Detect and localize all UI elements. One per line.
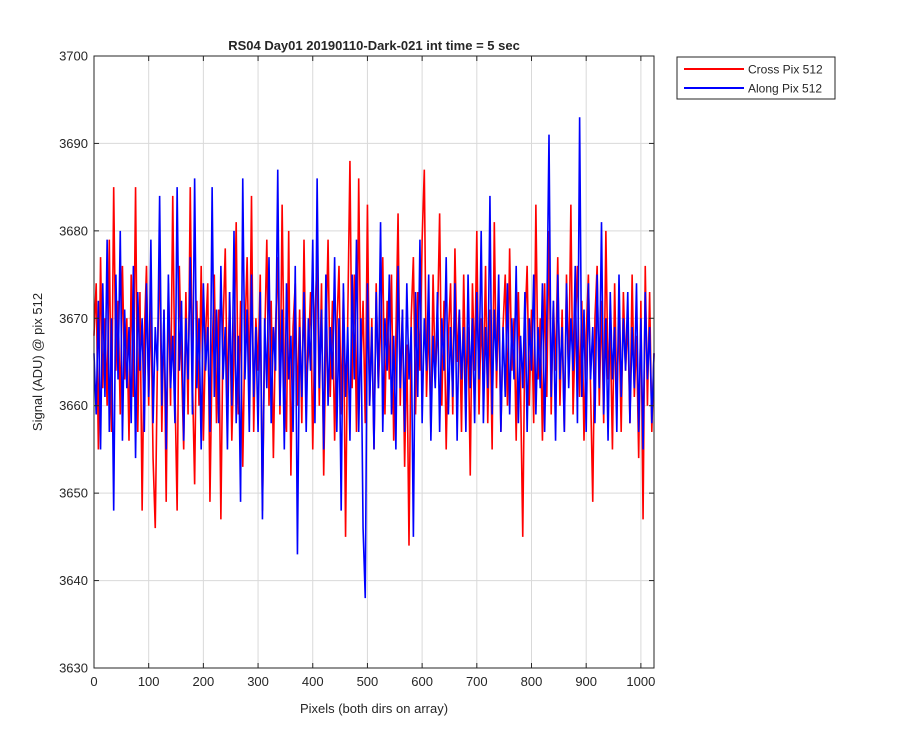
x-tick-label: 800 (521, 674, 543, 689)
y-tick-label: 3640 (59, 573, 88, 588)
x-tick-label: 600 (411, 674, 433, 689)
axis-ticks (93, 55, 654, 669)
x-tick-label: 100 (138, 674, 160, 689)
y-tick-label: 3700 (59, 49, 88, 64)
y-tick-label: 3660 (59, 398, 88, 413)
y-axis-label: Signal (ADU) @ pix 512 (30, 293, 45, 431)
x-tick-label: 300 (247, 674, 269, 689)
x-tick-label: 0 (90, 674, 97, 689)
chart-title: RS04 Day01 20190110-Dark-021 int time = … (228, 38, 520, 53)
x-tick-label: 700 (466, 674, 488, 689)
tick-labels: 0 100 200 300 400 500 600 700 800 900 1000 3630 3640… (59, 49, 655, 690)
y-tick-label: 3650 (59, 486, 88, 501)
series-layer (93, 117, 655, 599)
x-axis-label: Pixels (both dirs on array) (300, 701, 448, 716)
x-tick-label: 900 (575, 674, 597, 689)
x-tick-label: 1000 (626, 674, 655, 689)
legend: Cross Pix 512 Along Pix 512 (676, 56, 836, 100)
legend-label-along: Along Pix 512 (748, 82, 822, 96)
y-tick-label: 3680 (59, 223, 88, 238)
y-tick-label: 3690 (59, 136, 88, 151)
y-tick-label: 3630 (59, 661, 88, 676)
series-line-along-pix-512 (93, 117, 655, 599)
x-tick-label: 200 (193, 674, 215, 689)
x-tick-label: 400 (302, 674, 324, 689)
legend-box (676, 56, 836, 100)
y-tick-label: 3670 (59, 311, 88, 326)
x-tick-label: 500 (357, 674, 379, 689)
axes-frame (93, 55, 655, 669)
legend-label-cross: Cross Pix 512 (748, 63, 823, 77)
